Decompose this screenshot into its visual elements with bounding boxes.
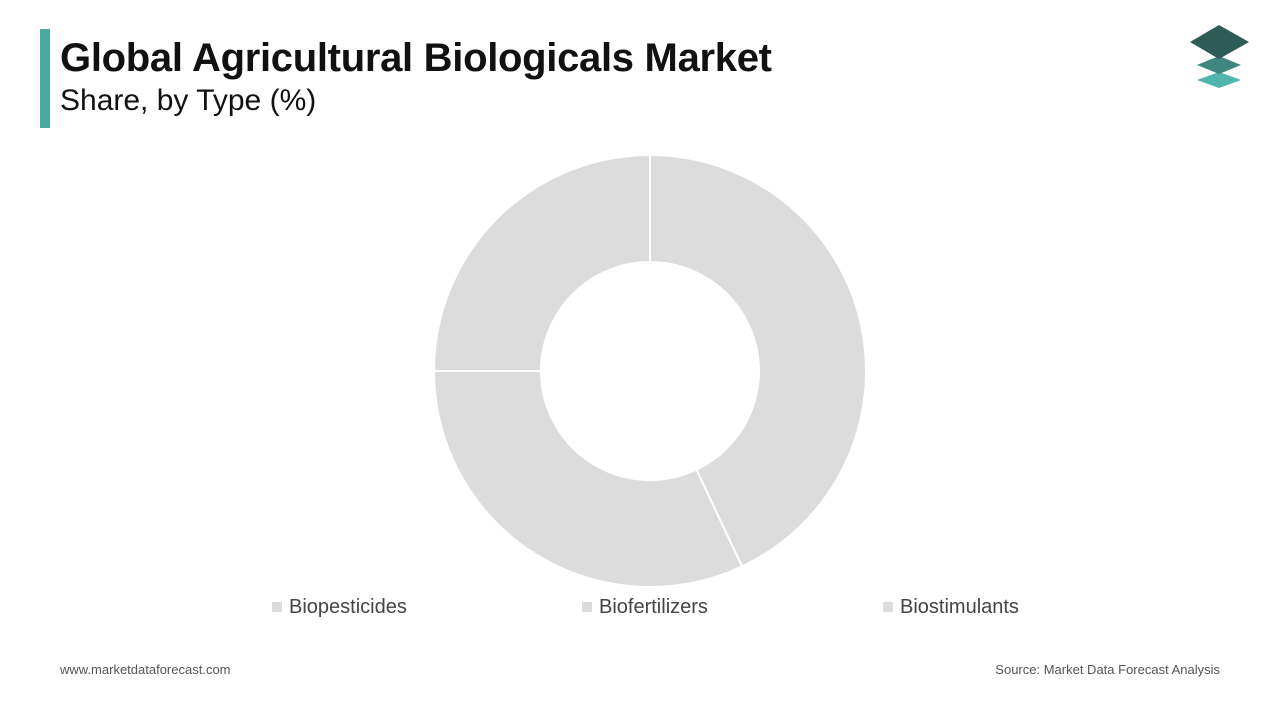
legend-label: Biofertilizers <box>599 595 708 618</box>
legend-item-biopesticides: Biopesticides <box>272 595 407 619</box>
legend-label: Biostimulants <box>900 595 1019 618</box>
page-subtitle: Share, by Type (%) <box>60 84 317 117</box>
footer-website: www.marketdataforecast.com <box>60 662 231 677</box>
donut-slices <box>432 153 867 588</box>
legend-swatch <box>883 602 893 612</box>
legend-swatch <box>272 602 282 612</box>
title-accent-bar <box>40 29 50 128</box>
legend-item-biostimulants: Biostimulants <box>883 595 1019 619</box>
page-title: Global Agricultural Biologicals Market <box>60 36 772 80</box>
donut-slice-biostimulants <box>432 153 651 372</box>
donut-slice-biofertilizers <box>432 370 744 588</box>
stacked-layers-icon <box>1190 25 1249 88</box>
footer-source: Source: Market Data Forecast Analysis <box>995 662 1220 677</box>
legend-item-biofertilizers: Biofertilizers <box>582 595 708 619</box>
legend-swatch <box>582 602 592 612</box>
donut-slice-biopesticides <box>649 153 867 568</box>
legend-label: Biopesticides <box>289 595 407 618</box>
